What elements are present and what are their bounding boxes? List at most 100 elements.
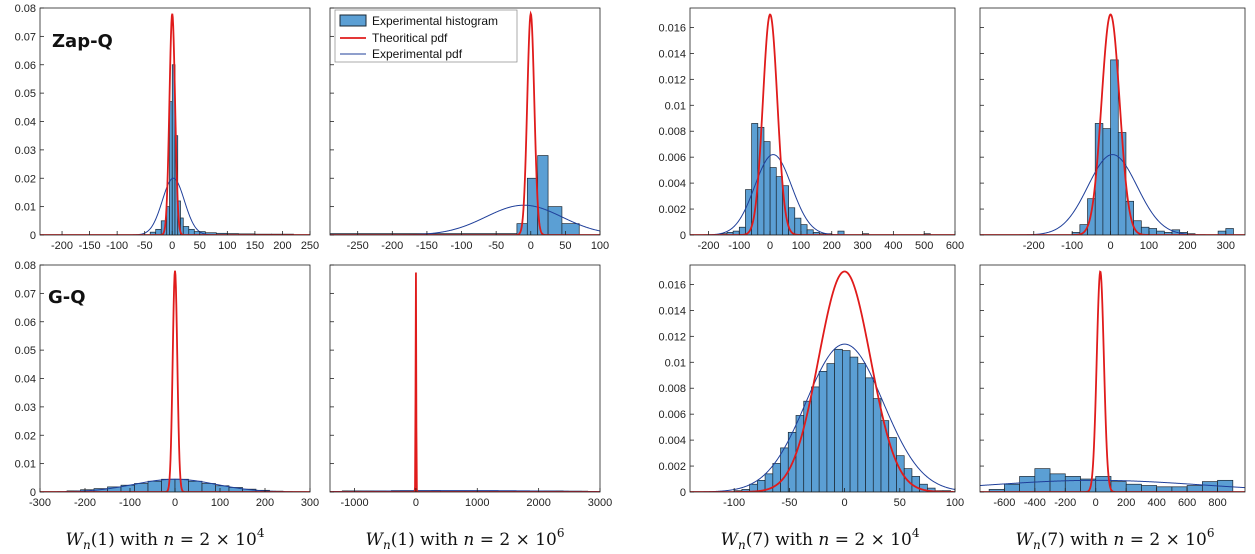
x-tick-label: 50 xyxy=(894,497,906,509)
x-tick-label: 300 xyxy=(853,240,871,252)
legend-box xyxy=(334,9,518,63)
hist-bar xyxy=(1125,200,1134,235)
hist-bar xyxy=(795,415,805,492)
x-tick-label: -150 xyxy=(79,240,101,252)
x-tick-label: 0 xyxy=(1108,240,1114,252)
axes-frame xyxy=(979,7,1246,236)
x-tick-label: 800 xyxy=(1208,497,1226,509)
x-tick-label: 50 xyxy=(194,240,206,252)
hist-bar xyxy=(763,141,771,235)
y-tick-label: 0.006 xyxy=(658,152,686,164)
hist-bar xyxy=(1186,485,1203,492)
y-tick-label: 0.004 xyxy=(658,178,686,190)
y-tick-label: 0.08 xyxy=(15,3,36,15)
y-tick-label: 0.02 xyxy=(15,173,36,185)
hist-bar xyxy=(794,217,802,235)
x-tick-label: 0 xyxy=(169,240,175,252)
y-tick-label: 0.012 xyxy=(658,74,686,86)
panel-1-3: -600 -400 -200 0 200 400 600 800 xyxy=(979,264,1246,509)
hist-bar xyxy=(547,206,563,235)
hist-bar xyxy=(775,176,783,235)
x-tick-label: 0 xyxy=(172,497,178,509)
y-tick-label: 0 xyxy=(680,487,686,499)
x-tick-label: 0 xyxy=(767,240,773,252)
theoretical-pdf-line xyxy=(40,13,310,235)
x-tick-label: -50 xyxy=(137,240,153,252)
x-tick-label: 400 xyxy=(1147,497,1165,509)
y-tick-label: 0.002 xyxy=(658,461,686,473)
y-tick-label: 0.016 xyxy=(658,22,686,34)
x-tick-label: 1000 xyxy=(465,497,489,509)
y-tick-label: 0.03 xyxy=(15,145,36,157)
axes-frame xyxy=(689,264,956,493)
experimental-pdf-line xyxy=(690,154,955,235)
hist-bar xyxy=(169,101,173,235)
hist-bar xyxy=(1125,483,1142,492)
x-tick-label: -100 xyxy=(451,240,473,252)
plot-area xyxy=(330,10,600,235)
legend-exp-label: Experimental pdf xyxy=(372,47,463,61)
hist-bar xyxy=(1064,476,1081,492)
row-label-zap-q: Zap-Q xyxy=(52,31,113,52)
hist-bar xyxy=(1049,473,1066,492)
hist-bar xyxy=(780,447,789,492)
theoretical-pdf-line xyxy=(690,13,955,235)
panel-0-2: -200 -100 0 100 200 300 400 500 600 0 0.002 0.004 0.… xyxy=(658,7,964,252)
x-tick-label: 300 xyxy=(1217,240,1235,252)
plot-area xyxy=(980,13,1245,235)
y-tick-label: 0.05 xyxy=(15,88,36,100)
hist-bar xyxy=(865,377,874,492)
hist-bar xyxy=(1019,476,1036,492)
hist-bar xyxy=(818,371,828,492)
x-tick-label: -100 xyxy=(1061,240,1083,252)
x-tick-label: 400 xyxy=(884,240,902,252)
x-tick-label: 200 xyxy=(256,497,274,509)
panel-1-1: -1000 0 1000 2000 3000 xyxy=(329,264,612,509)
axes-frame xyxy=(979,264,1246,493)
x-tick-label: 0 xyxy=(528,240,534,252)
x-tick-label: 250 xyxy=(301,240,319,252)
x-tick-label: 200 xyxy=(1178,240,1196,252)
hist-bar xyxy=(772,463,781,492)
x-tick-label: 200 xyxy=(823,240,841,252)
panel-0-1: -250 -200 -150 -100 -50 0 50 100 xyxy=(329,7,609,252)
x-tick-label: 3000 xyxy=(588,497,612,509)
hist-bar xyxy=(872,398,882,492)
y-tick-label: 0.07 xyxy=(15,31,36,43)
hist-bar xyxy=(857,363,866,492)
panel-0-3: -200 -100 0 100 200 300 xyxy=(979,7,1246,252)
experimental-pdf-line xyxy=(980,479,1245,489)
y-tick-label: 0.08 xyxy=(15,260,36,272)
hist-bar xyxy=(134,483,149,492)
y-tick-label: 0.04 xyxy=(15,374,36,386)
hist-bar xyxy=(1087,198,1096,235)
axes-frame xyxy=(329,264,601,493)
y-tick-label: 0 xyxy=(30,230,36,242)
x-tick-label: 600 xyxy=(1178,497,1196,509)
x-tick-label: 2000 xyxy=(526,497,550,509)
x-tick-label: -50 xyxy=(488,240,504,252)
plot-area xyxy=(980,270,1245,492)
x-tick-label: -200 xyxy=(697,240,719,252)
hist-bar xyxy=(201,483,216,492)
x-tick-label: 150 xyxy=(246,240,264,252)
x-tick-label: 300 xyxy=(301,497,319,509)
y-tick-label: 0.01 xyxy=(665,357,686,369)
y-tick-label: 0.02 xyxy=(15,430,36,442)
x-tick-label: 100 xyxy=(211,497,229,509)
row-label-g-q: G-Q xyxy=(48,287,86,308)
y-tick-label: 0.016 xyxy=(658,279,686,291)
x-tick-label: -200 xyxy=(1054,497,1076,509)
y-tick-label: 0.06 xyxy=(15,317,36,329)
hist-bar xyxy=(834,348,843,492)
x-tick-label: 0 xyxy=(413,497,419,509)
legend-hist-label: Experimental histogram xyxy=(372,14,498,28)
x-tick-label: 500 xyxy=(915,240,933,252)
legend: Experimental histogram Theoritical pdf E… xyxy=(334,9,518,63)
y-tick-label: 0.07 xyxy=(15,288,36,300)
x-tick-label: 50 xyxy=(559,240,571,252)
y-tick-label: 0.04 xyxy=(15,117,36,129)
hist-bar xyxy=(1110,481,1127,492)
x-tick-label: -200 xyxy=(51,240,73,252)
